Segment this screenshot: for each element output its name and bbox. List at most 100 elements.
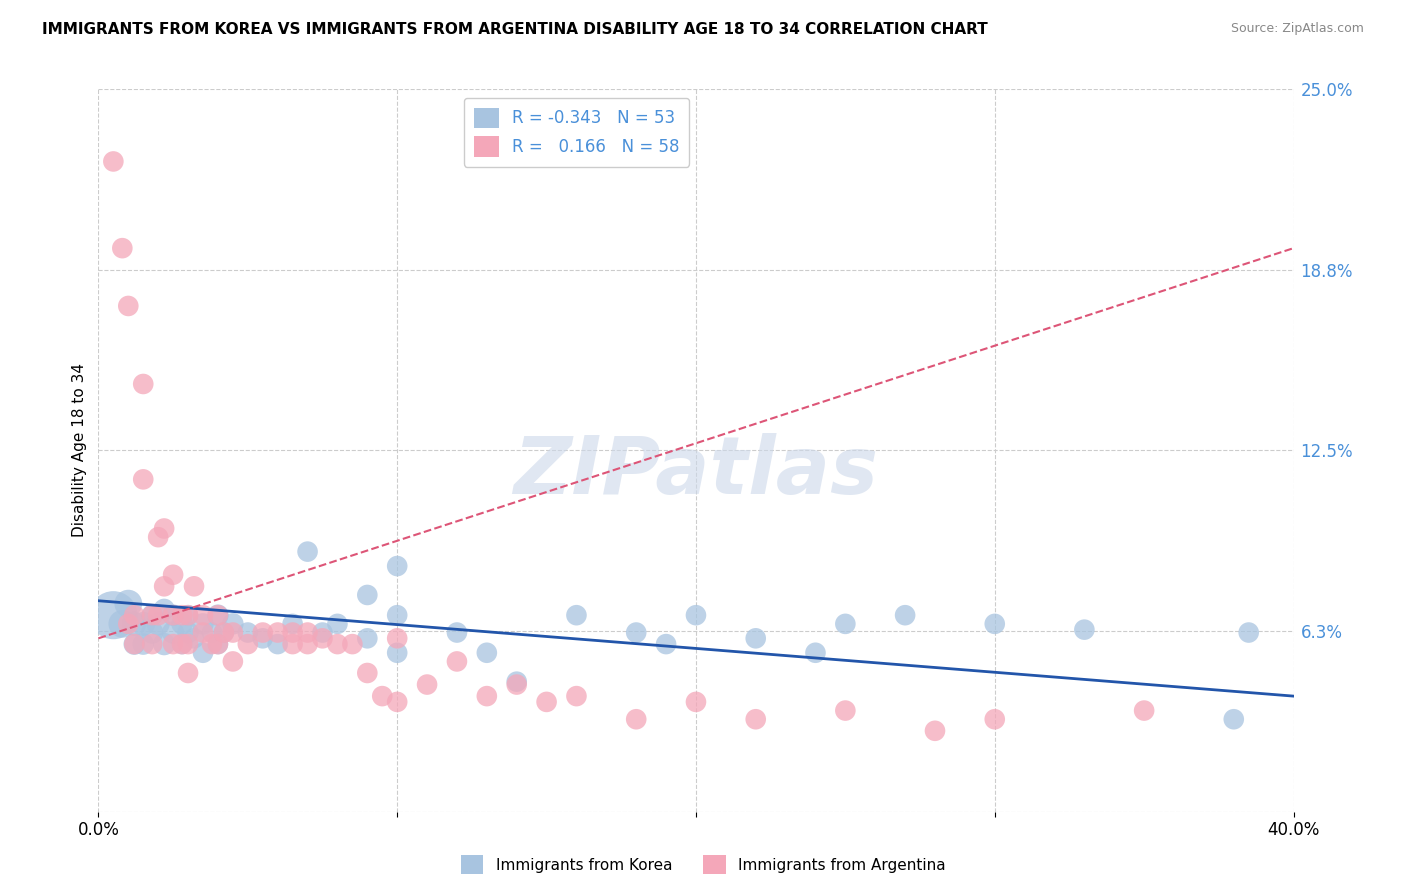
Point bbox=[804, 646, 827, 660]
Point bbox=[894, 608, 917, 623]
Point bbox=[132, 637, 155, 651]
Point bbox=[117, 299, 139, 313]
Point bbox=[172, 637, 194, 651]
Point bbox=[153, 637, 176, 651]
Point bbox=[1223, 712, 1246, 726]
Text: IMMIGRANTS FROM KOREA VS IMMIGRANTS FROM ARGENTINA DISABILITY AGE 18 TO 34 CORRE: IMMIGRANTS FROM KOREA VS IMMIGRANTS FROM… bbox=[42, 22, 988, 37]
Point bbox=[565, 689, 588, 703]
Point bbox=[536, 695, 558, 709]
Point bbox=[177, 608, 200, 623]
Point bbox=[1133, 704, 1156, 718]
Point bbox=[162, 608, 184, 623]
Point bbox=[162, 567, 184, 582]
Point bbox=[177, 608, 200, 623]
Point bbox=[183, 632, 205, 646]
Point bbox=[141, 608, 163, 623]
Point bbox=[446, 625, 468, 640]
Point bbox=[1237, 625, 1260, 640]
Point bbox=[222, 655, 245, 669]
Point bbox=[201, 625, 224, 640]
Point bbox=[132, 472, 155, 486]
Point bbox=[132, 376, 155, 391]
Point bbox=[103, 154, 125, 169]
Point bbox=[172, 608, 194, 623]
Point bbox=[565, 608, 588, 623]
Point bbox=[252, 625, 274, 640]
Point bbox=[177, 625, 200, 640]
Point bbox=[172, 637, 194, 651]
Point bbox=[326, 637, 349, 651]
Point bbox=[207, 608, 229, 623]
Point bbox=[1073, 623, 1095, 637]
Point bbox=[191, 625, 214, 640]
Point bbox=[252, 632, 274, 646]
Point bbox=[201, 637, 224, 651]
Point bbox=[207, 637, 229, 651]
Point bbox=[148, 616, 170, 631]
Point bbox=[685, 608, 707, 623]
Point bbox=[117, 597, 139, 611]
Point bbox=[834, 704, 856, 718]
Point bbox=[141, 637, 163, 651]
Point bbox=[311, 632, 333, 646]
Point bbox=[191, 616, 214, 631]
Point bbox=[212, 625, 235, 640]
Point bbox=[385, 608, 409, 623]
Point bbox=[385, 695, 409, 709]
Point bbox=[132, 616, 155, 631]
Point bbox=[236, 637, 259, 651]
Point bbox=[183, 579, 205, 593]
Point bbox=[356, 632, 378, 646]
Y-axis label: Disability Age 18 to 34: Disability Age 18 to 34 bbox=[72, 363, 87, 538]
Point bbox=[153, 521, 176, 535]
Point bbox=[385, 646, 409, 660]
Point bbox=[162, 637, 184, 651]
Legend: R = -0.343   N = 53, R =   0.166   N = 58: R = -0.343 N = 53, R = 0.166 N = 58 bbox=[464, 97, 689, 167]
Point bbox=[141, 608, 163, 623]
Point bbox=[685, 695, 707, 709]
Point bbox=[326, 616, 349, 631]
Point bbox=[281, 616, 304, 631]
Text: Source: ZipAtlas.com: Source: ZipAtlas.com bbox=[1230, 22, 1364, 36]
Point bbox=[111, 241, 134, 255]
Point bbox=[834, 616, 856, 631]
Point bbox=[141, 625, 163, 640]
Point bbox=[191, 646, 214, 660]
Point bbox=[506, 674, 529, 689]
Point bbox=[111, 616, 134, 631]
Point bbox=[297, 637, 319, 651]
Point bbox=[153, 602, 176, 616]
Point bbox=[148, 530, 170, 544]
Point bbox=[212, 625, 235, 640]
Point bbox=[103, 608, 125, 623]
Point bbox=[177, 637, 200, 651]
Point bbox=[385, 559, 409, 574]
Point bbox=[475, 646, 498, 660]
Point bbox=[222, 616, 245, 631]
Point bbox=[236, 625, 259, 640]
Point bbox=[416, 677, 439, 691]
Point bbox=[124, 637, 146, 651]
Point bbox=[162, 625, 184, 640]
Point bbox=[117, 616, 139, 631]
Point bbox=[124, 608, 146, 623]
Point bbox=[626, 712, 648, 726]
Point bbox=[924, 723, 946, 738]
Point bbox=[311, 625, 333, 640]
Point bbox=[745, 712, 768, 726]
Point bbox=[124, 637, 146, 651]
Point bbox=[222, 625, 245, 640]
Point bbox=[356, 588, 378, 602]
Point bbox=[297, 625, 319, 640]
Point bbox=[177, 665, 200, 680]
Point bbox=[655, 637, 678, 651]
Point bbox=[267, 625, 290, 640]
Point bbox=[124, 616, 146, 631]
Point bbox=[475, 689, 498, 703]
Point bbox=[207, 608, 229, 623]
Point bbox=[153, 579, 176, 593]
Point bbox=[297, 544, 319, 558]
Point bbox=[267, 637, 290, 651]
Point bbox=[342, 637, 364, 651]
Point bbox=[745, 632, 768, 646]
